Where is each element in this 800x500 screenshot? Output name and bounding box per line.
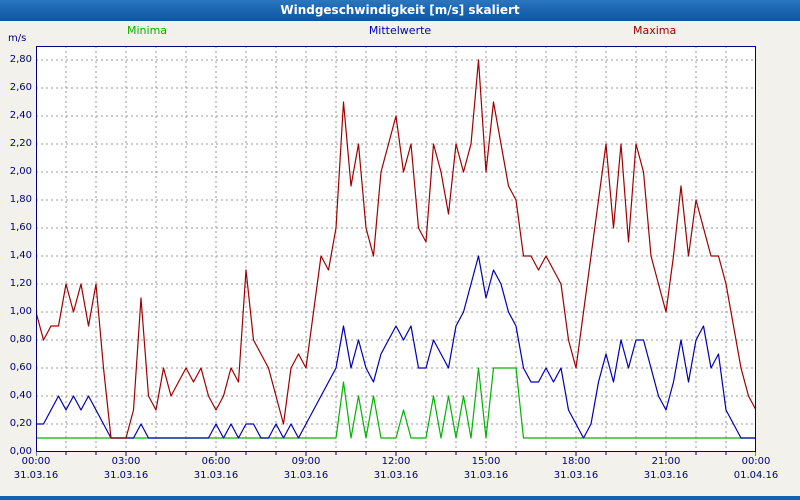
legend: Minima Mittelwerte Maxima [0,24,800,40]
legend-maxima-label: Maxima [633,24,677,37]
x-time-label: 00:00 [21,456,51,467]
x-time-label: 00:00 [741,456,771,467]
y-axis-unit-label: m/s [8,33,27,44]
x-date-label: 31.03.16 [553,470,599,481]
x-axis-time-labels: 00:00 03:00 06:00 09:00 12:00 15:00 18:00 21:00… [0,456,800,469]
x-time-label: 18:00 [561,456,591,467]
x-time-label: 09:00 [291,456,321,467]
y-tick-label: 1,60 [9,222,32,233]
legend-mittelwerte-label: Mittelwerte [368,24,432,37]
y-tick-label: 1,40 [9,250,32,261]
x-time-label: 06:00 [201,456,231,467]
y-tick-label: 2,20 [9,138,32,149]
x-date-label: 31.03.16 [193,470,239,481]
y-tick-label: 0,60 [9,362,32,373]
bottom-border-bar [0,496,800,500]
y-tick-label: 0,80 [9,334,32,345]
x-date-label: 31.03.16 [373,470,419,481]
x-date-label: 31.03.16 [13,470,59,481]
x-time-label: 12:00 [381,456,411,467]
x-time-label: 15:00 [471,456,501,467]
y-tick-label: 1,20 [9,278,32,289]
x-axis-date-labels: 31.03.16 31.03.16 31.03.16 31.03.16 31.03.16… [0,470,800,483]
y-tick-label: 0,20 [9,418,32,429]
x-date-label: 31.03.16 [463,470,509,481]
x-time-label: 03:00 [111,456,141,467]
y-tick-label: 0,40 [9,390,32,401]
y-tick-label: 1,00 [9,306,32,317]
legend-minima-label: Minima [127,24,168,37]
x-date-label: 01.04.16 [733,470,779,481]
x-date-label: 31.03.16 [103,470,149,481]
y-tick-label: 2,40 [9,110,32,121]
y-tick-label: 1,80 [9,194,32,205]
x-time-label: 21:00 [651,456,681,467]
plot-area [36,46,756,456]
y-tick-label: 2,80 [9,54,32,65]
y-tick-label: 0,00 [9,446,32,457]
y-tick-label: 2,00 [9,166,32,177]
y-tick-label: 2,60 [9,82,32,93]
chart-title: Windgeschwindigkeit [m/s] skaliert [280,3,520,17]
x-date-label: 31.03.16 [643,470,689,481]
title-bar: Windgeschwindigkeit [m/s] skaliert [0,0,800,21]
x-date-label: 31.03.16 [283,470,329,481]
